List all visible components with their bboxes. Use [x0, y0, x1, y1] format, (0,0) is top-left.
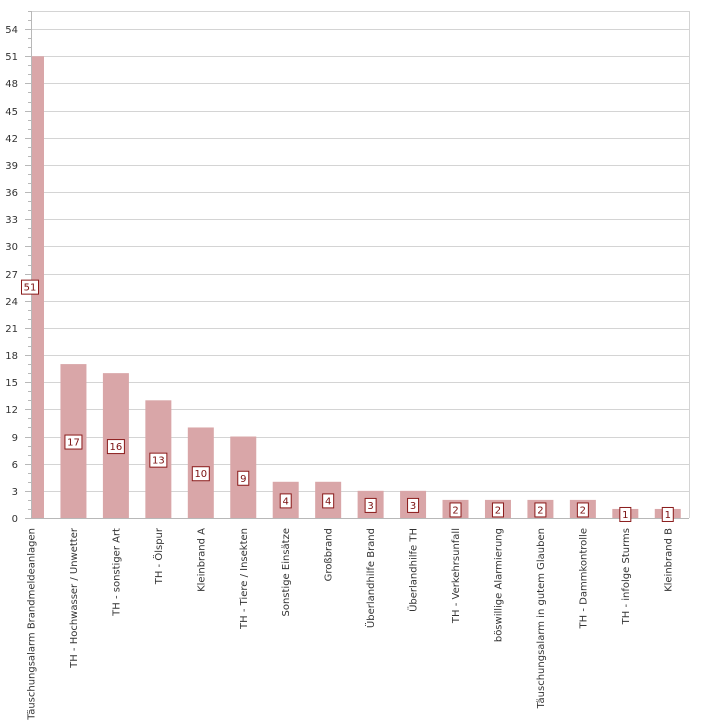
data-label: 9: [240, 474, 246, 485]
data-label: 1: [665, 510, 671, 521]
x-axis-categories: Täuschungsalarm Brandmeldeanlagen TH - Ho…: [27, 527, 675, 720]
y-tick-label: 30: [5, 242, 18, 253]
y-tick-label: 18: [5, 351, 18, 362]
x-category-label: TH - Dammkontrolle: [578, 528, 589, 629]
y-tick-label: 9: [12, 433, 18, 444]
data-label-box: [322, 493, 335, 509]
y-tick-label: 21: [5, 324, 18, 335]
y-tick-label: 51: [5, 52, 18, 63]
data-label-box: [619, 506, 632, 522]
y-tick-label: 27: [5, 270, 18, 281]
y-tick-label: 24: [5, 297, 18, 308]
data-label: 4: [283, 496, 289, 507]
data-label-box: [364, 497, 377, 513]
data-label: 1: [622, 510, 628, 521]
y-tick-label: 0: [12, 514, 18, 525]
x-category-label: Kleinbrand A: [196, 528, 207, 592]
y-tick-label: 6: [12, 460, 18, 471]
data-label-box: [407, 497, 420, 513]
y-tick-label: 39: [5, 161, 18, 172]
x-category-label: TH - sonstiger Art: [111, 528, 122, 617]
data-label: 2: [537, 505, 543, 516]
bars: [32, 56, 681, 519]
data-label-box: [279, 493, 292, 509]
axes: [31, 11, 689, 519]
x-category-label: TH - Tiere / Insekten: [239, 528, 250, 630]
x-category-label: TH - Ölspur: [152, 527, 165, 585]
data-label: 2: [495, 505, 501, 516]
data-label: 4: [325, 496, 331, 507]
gridlines: [31, 11, 690, 519]
x-category-label: Überlandhilfe TH: [407, 528, 420, 612]
data-label: 13: [152, 456, 165, 467]
y-tick-label: 15: [5, 378, 18, 389]
y-tick-label: 42: [5, 134, 18, 145]
y-tick-label: 3: [12, 487, 18, 498]
data-label-box: [491, 502, 504, 518]
y-tick-label: 48: [5, 79, 18, 90]
x-category-label: Sonstige Einsätze: [281, 528, 292, 617]
data-label-box: [661, 506, 674, 522]
data-label-box: [149, 452, 168, 468]
data-label-box: [237, 470, 250, 486]
x-category-label: Kleinbrand B: [663, 528, 674, 592]
data-label-box: [191, 466, 210, 482]
x-category-label: Überlandhilfe Brand: [364, 528, 377, 628]
data-label: 3: [367, 501, 373, 512]
x-category-label: böswillige Alarmierung: [493, 528, 504, 642]
data-label: 2: [580, 505, 586, 516]
x-category-label: TH - infolge Sturms: [621, 528, 632, 625]
data-label: 16: [110, 442, 123, 453]
data-label: 3: [410, 501, 416, 512]
y-tick-label: 54: [5, 25, 18, 36]
x-category-label: Täuschungsalarm in gutem Glauben: [536, 528, 547, 709]
x-category-label: TH - Verkehrsunfall: [451, 528, 462, 624]
x-category-label: Großbrand: [324, 528, 335, 581]
data-label: 51: [24, 283, 37, 294]
y-tick-label: 12: [5, 405, 18, 416]
y-tick-label: 33: [5, 215, 18, 226]
data-label: 2: [452, 505, 458, 516]
data-label: 10: [194, 469, 207, 480]
x-category-label: TH - Hochwasser / Unwetter: [69, 527, 80, 669]
data-label-box: [534, 502, 547, 518]
data-label-box: [449, 502, 462, 518]
y-tick-label: 36: [5, 188, 18, 199]
data-labels: 51 17 16 13 10 9 4 4 3 3 2 2 2 2 1 1: [21, 279, 674, 522]
x-category-label: Täuschungsalarm Brandmeldeanlagen: [27, 528, 38, 720]
data-label-box: [576, 502, 589, 518]
data-label-box: [106, 439, 125, 455]
y-tick-label: 45: [5, 107, 18, 118]
data-label-box: [64, 434, 83, 450]
data-label-box: [21, 279, 39, 295]
data-label: 17: [67, 438, 80, 449]
